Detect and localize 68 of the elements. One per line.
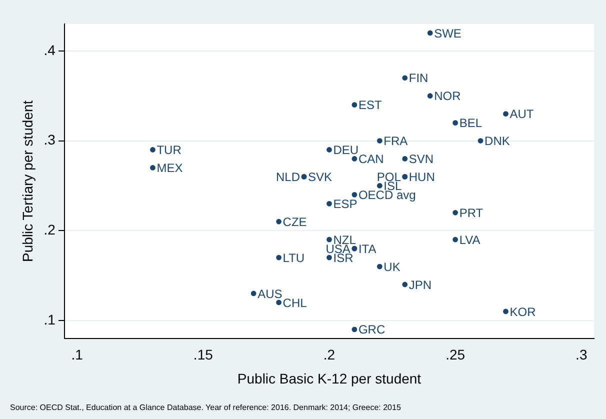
annotation: SVN xyxy=(408,152,434,166)
annotation: NOR xyxy=(434,89,462,104)
annotation: NLD xyxy=(276,170,300,184)
point xyxy=(376,138,382,144)
y-tick-label: .3 xyxy=(44,132,56,148)
point xyxy=(326,254,332,260)
point xyxy=(326,147,332,152)
annotation: CZE xyxy=(282,214,307,229)
point xyxy=(326,236,332,242)
annotation: EST xyxy=(358,98,382,112)
x-tick-label: .3 xyxy=(576,346,588,363)
point xyxy=(503,308,508,314)
annotation: ITA xyxy=(358,242,376,256)
y-tick-label: .1 xyxy=(44,311,56,328)
annotation: ESP xyxy=(333,196,358,211)
point xyxy=(276,218,282,224)
point xyxy=(452,120,458,126)
point xyxy=(352,192,358,198)
y-tick-label: .2 xyxy=(44,221,56,238)
point xyxy=(452,236,458,242)
annotation: LTU xyxy=(282,250,305,265)
point xyxy=(427,93,433,99)
annotation: UK xyxy=(384,260,400,274)
annotation: CHL xyxy=(282,296,308,310)
point xyxy=(150,147,156,152)
x-axis-title: Public Basic K-12 per student xyxy=(237,370,422,386)
annotation: AUS xyxy=(258,286,282,301)
point xyxy=(352,326,358,332)
y-axis-title: Public Tertiary per student xyxy=(19,100,36,262)
point xyxy=(452,210,458,216)
annotation: GRC xyxy=(358,322,386,337)
point xyxy=(503,111,508,117)
annotation: FRA xyxy=(384,134,408,148)
annotation: LVA xyxy=(459,232,480,247)
annotation: DNK xyxy=(484,134,510,148)
annotation: KOR xyxy=(510,304,536,319)
point xyxy=(402,282,408,288)
point xyxy=(427,30,433,36)
annotation: MEX xyxy=(156,161,183,176)
point xyxy=(150,165,156,170)
x-tick-label: .2 xyxy=(323,346,336,363)
annotation: SVK xyxy=(308,170,332,184)
x-tick-label: .15 xyxy=(193,346,214,363)
x-tick-label: .25 xyxy=(446,346,466,363)
annotation: JPN xyxy=(408,278,432,292)
x-tick-label: .1 xyxy=(71,346,84,363)
annotation: DEU xyxy=(333,143,359,158)
annotation: SWE xyxy=(434,26,462,40)
point xyxy=(376,182,382,188)
point xyxy=(376,264,382,270)
annotation: CAN xyxy=(358,152,384,166)
point xyxy=(326,200,332,206)
annotation: AUT xyxy=(510,107,534,122)
annotation: HUN xyxy=(408,170,435,184)
point xyxy=(276,300,282,306)
point xyxy=(250,290,256,296)
y-tick-label: .4 xyxy=(44,42,56,58)
point xyxy=(352,102,358,108)
annotation: TUR xyxy=(156,143,182,158)
annotation: BEL xyxy=(459,116,482,130)
point xyxy=(402,156,408,162)
point xyxy=(352,156,358,162)
point xyxy=(276,254,282,260)
point xyxy=(478,138,484,144)
annotation: PRT xyxy=(459,206,484,220)
source-note: Source: OECD Stat., Education at a Glance Database. Year of reference: 2016. Denmark: 2014; Greece: 2015 xyxy=(10,403,401,412)
point xyxy=(402,75,408,81)
annotation: FIN xyxy=(408,71,428,86)
